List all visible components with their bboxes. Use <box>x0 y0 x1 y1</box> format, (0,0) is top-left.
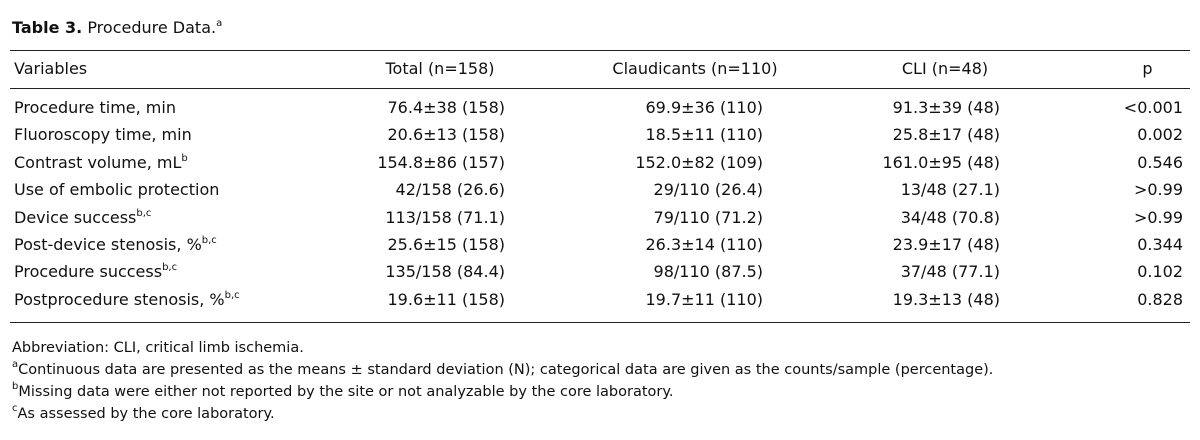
table-cell: 0.102 <box>1137 262 1183 282</box>
footnote-text: As assessed by the core laboratory. <box>17 406 275 422</box>
top-rule <box>10 50 1190 51</box>
title-sup: a <box>216 18 223 29</box>
column-header: Variables <box>14 59 88 78</box>
table-cell: 76.4±38 (158) <box>387 98 506 117</box>
row-label: Procedure time, min <box>14 98 176 118</box>
row-label-sup: b <box>181 152 188 164</box>
table-cell: 0.002 <box>1137 125 1183 145</box>
column-header: Claudicants (n=110) <box>612 59 778 78</box>
title-label: Table 3. <box>12 18 83 37</box>
table-cell: 91.3±39 (48) <box>892 98 1000 117</box>
footnote-mark: b <box>12 381 19 392</box>
table-cell: 79/110 (71.2) <box>653 207 763 227</box>
row-label: Use of embolic protection <box>14 180 219 200</box>
table-cell: 0.828 <box>1137 289 1183 309</box>
row-label: Procedure successb,c <box>14 262 177 282</box>
row-label-sup: b,c <box>201 235 217 246</box>
row-label-sup: b,c <box>224 289 240 301</box>
table-cell: 19.7±11 (110) <box>645 289 764 309</box>
table-cell: 34/48 (70.8) <box>900 207 1000 227</box>
table-cell: 0.344 <box>1137 235 1183 254</box>
table-cell: 113/158 (71.1) <box>385 207 505 227</box>
row-label-text: Device success <box>14 207 137 227</box>
table-cell: 161.0±95 (48) <box>882 152 1001 172</box>
table-cell: 0.546 <box>1137 152 1183 172</box>
table-cell: 26.3±14 (110) <box>645 235 764 254</box>
table-cell: 152.0±82 (109) <box>635 152 763 172</box>
footnote: cAs assessed by the core laboratory. <box>12 404 275 424</box>
table-cell: 25.8±17 (48) <box>892 125 1000 145</box>
row-label: Contrast volume, mLb <box>14 153 188 173</box>
row-label-text: Use of embolic protection <box>14 180 220 200</box>
footnote-mark: c <box>12 403 18 414</box>
footnote-text: Continuous data are presented as the mea… <box>18 362 994 378</box>
table-cell: 69.9±36 (110) <box>645 98 764 117</box>
row-label-text: Contrast volume, mL <box>14 152 182 172</box>
table-cell: 42/158 (26.6) <box>395 180 505 200</box>
column-header: Total (n=158) <box>385 59 495 78</box>
table-cell: 25.6±15 (158) <box>387 235 506 254</box>
row-label-text: Post-device stenosis, % <box>14 235 202 254</box>
table-cell: 20.6±13 (158) <box>387 125 506 145</box>
table-cell: 98/110 (87.5) <box>653 262 763 282</box>
table-cell: 29/110 (26.4) <box>653 180 763 200</box>
bottom-rule <box>10 322 1190 323</box>
row-label-text: Fluoroscopy time, min <box>14 125 192 145</box>
table-cell: <0.001 <box>1123 98 1183 117</box>
table-cell: 18.5±11 (110) <box>645 125 764 145</box>
column-header: p <box>1142 59 1153 78</box>
column-header: CLI (n=48) <box>901 59 989 78</box>
table-cell: 19.6±11 (158) <box>387 289 506 309</box>
footnote: bMissing data were either not reported b… <box>12 382 673 402</box>
table-title: Table 3. Procedure Data.a <box>12 18 222 38</box>
row-label: Post-device stenosis, %b,c <box>14 235 217 255</box>
row-label-sup: b,c <box>162 262 178 274</box>
table-cell: >0.99 <box>1133 207 1183 227</box>
row-label: Postprocedure stenosis, %b,c <box>14 290 240 310</box>
table-cell: 154.8±86 (157) <box>377 152 505 172</box>
row-label-text: Procedure time, min <box>14 98 176 117</box>
footnote: aContinuous data are presented as the me… <box>12 360 993 380</box>
table-cell: 37/48 (77.1) <box>900 262 1000 282</box>
table-cell: 13/48 (27.1) <box>900 180 1000 200</box>
table-cell: 23.9±17 (48) <box>892 235 1000 254</box>
footnote-mark: a <box>12 359 19 370</box>
row-label-text: Postprocedure stenosis, % <box>14 289 225 309</box>
row-label-sup: b,c <box>136 207 152 219</box>
title-text: Procedure Data. <box>87 18 217 37</box>
row-label: Device successb,c <box>14 208 151 228</box>
table-cell: 135/158 (84.4) <box>385 262 505 282</box>
footnote: Abbreviation: CLI, critical limb ischemi… <box>12 338 304 358</box>
footnote-text: Abbreviation: CLI, critical limb ischemi… <box>12 340 304 356</box>
table-cell: 19.3±13 (48) <box>892 289 1000 309</box>
footnote-text: Missing data were either not reported by… <box>18 384 674 400</box>
table-cell: >0.99 <box>1133 180 1183 200</box>
row-label-text: Procedure success <box>14 262 163 282</box>
row-label: Fluoroscopy time, min <box>14 125 192 145</box>
header-rule <box>10 88 1190 89</box>
